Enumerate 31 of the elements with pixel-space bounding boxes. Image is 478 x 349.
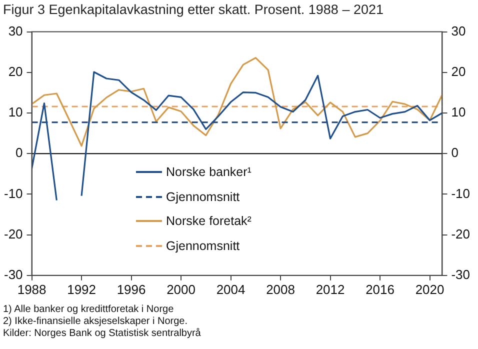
- legend-label: Norske foretak²: [166, 214, 252, 228]
- x-tick-label: 1996: [116, 282, 146, 297]
- x-tick-label: 1992: [67, 282, 96, 297]
- y-tick-label: 10: [8, 104, 23, 120]
- x-tick-label: 2020: [415, 282, 444, 297]
- y-tick-label: -20: [4, 226, 23, 242]
- x-tick-label: 1988: [17, 282, 46, 297]
- x-tick-label: 2008: [266, 282, 295, 297]
- y-tick-label: -10: [4, 186, 23, 201]
- y2-tick-label: -30: [451, 266, 470, 282]
- x-tick-label: 2016: [366, 282, 394, 297]
- y2-tick-label: -10: [451, 186, 470, 201]
- y2-tick-label: 10: [451, 104, 466, 120]
- text: 1) Alle banker og kredittforetak i Norge: [3, 304, 175, 316]
- y-tick-label: 30: [8, 23, 23, 38]
- y2-tick-label: 0: [451, 145, 458, 160]
- legend-label: Gjennomsnitt: [166, 238, 240, 253]
- y-tick-label: 20: [8, 64, 23, 79]
- text: Kilder: Norges Bank og Statistisk sentralbyrå: [3, 328, 201, 340]
- y2-tick-label: -20: [451, 226, 470, 242]
- text: 2) Ikke-finansielle aksjeselskaper i Norge.: [3, 316, 189, 328]
- legend-label: Gjennomsnitt: [166, 190, 240, 204]
- x-tick-label: 2004: [216, 282, 246, 297]
- y-tick-label: 0: [16, 145, 23, 160]
- y2-tick-label: 20: [451, 64, 466, 79]
- chart-title: Figur 3 Egenkapitalavkastning etter skatt. Prosent. 1988 – 2021: [3, 2, 384, 17]
- x-tick-label: 2000: [166, 282, 196, 297]
- legend-label: Norske banker¹: [166, 165, 252, 180]
- y2-tick-label: 30: [451, 23, 466, 38]
- y-tick-label: -30: [4, 266, 23, 282]
- x-tick-label: 2012: [316, 282, 345, 297]
